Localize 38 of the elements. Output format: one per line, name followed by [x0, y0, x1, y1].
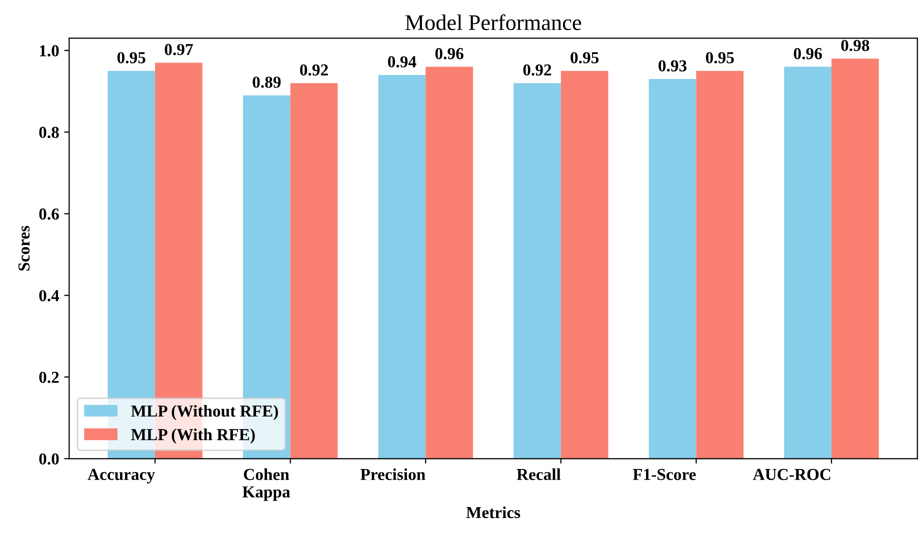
x-tick-label: Recall: [516, 468, 561, 480]
legend-label: MLP (Without RFE): [131, 404, 278, 420]
legend-label: MLP (With RFE): [131, 428, 255, 444]
y-tick-label: 1.0: [40, 45, 59, 56]
data-label: 0.96: [435, 48, 464, 60]
y-axis-title: Scores: [18, 226, 30, 271]
x-tick-label: AUC-ROC: [752, 468, 830, 480]
y-tick-label: 0.2: [39, 372, 59, 384]
bar: [560, 70, 608, 459]
x-axis-title: Metrics: [466, 506, 520, 518]
data-label: 0.92: [300, 64, 328, 76]
y-tick-label: 0.0: [39, 453, 59, 465]
bar: [831, 58, 879, 459]
y-tick-label: 0.6: [39, 208, 59, 220]
bar: [514, 83, 561, 459]
data-label: 0.98: [841, 40, 870, 52]
y-tick-label: 0.4: [39, 290, 60, 302]
data-label: 0.89: [252, 76, 281, 88]
x-tick-label: Accuracy: [88, 468, 155, 484]
bar: [426, 66, 473, 459]
x-tick-label: Cohen Kappa: [242, 468, 290, 501]
x-tick-label: Precision: [360, 468, 426, 480]
chart-title: Model Performance: [405, 14, 582, 30]
data-label: 0.95: [117, 52, 146, 64]
data-label: 0.94: [388, 56, 416, 68]
y-tick-label: 0.8: [39, 126, 59, 138]
data-label: 0.92: [523, 64, 552, 76]
bar: [290, 83, 338, 459]
bar: [378, 74, 426, 459]
x-tick-label: F1-Score: [632, 468, 696, 480]
bar: [784, 66, 832, 459]
data-label: 0.96: [794, 48, 822, 60]
data-label: 0.95: [706, 52, 734, 64]
data-label: 0.97: [164, 44, 193, 56]
bar: [696, 70, 744, 459]
data-label: 0.93: [658, 60, 687, 72]
bar: [648, 79, 696, 459]
data-label: 0.95: [570, 52, 599, 64]
